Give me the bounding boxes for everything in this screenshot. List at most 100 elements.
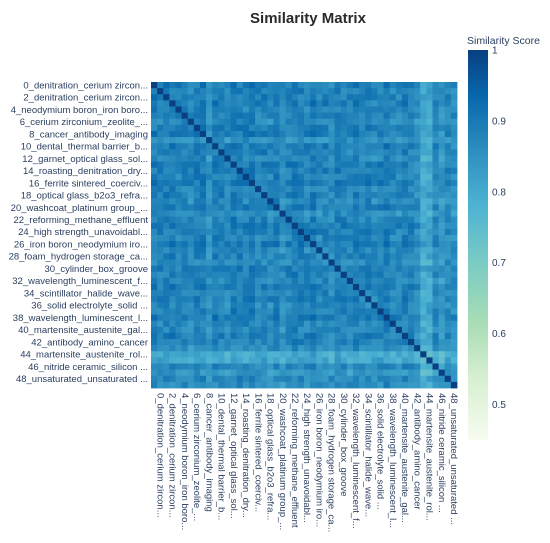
- heatmap-cell[interactable]: [340, 228, 348, 236]
- heatmap-cell[interactable]: [352, 290, 360, 297]
- heatmap-cell[interactable]: [285, 179, 293, 187]
- heatmap-cell[interactable]: [438, 351, 446, 358]
- heatmap-cell[interactable]: [444, 210, 452, 218]
- heatmap-cell[interactable]: [261, 265, 268, 273]
- heatmap-cell[interactable]: [395, 210, 403, 218]
- heatmap-cell[interactable]: [212, 124, 219, 132]
- heatmap-cell[interactable]: [181, 277, 189, 285]
- heatmap-cell[interactable]: [297, 283, 305, 291]
- heatmap-cell[interactable]: [187, 94, 195, 101]
- heatmap-cell[interactable]: [444, 228, 452, 236]
- heatmap-cell[interactable]: [352, 375, 360, 383]
- heatmap-cell[interactable]: [316, 277, 323, 285]
- heatmap-cell[interactable]: [432, 290, 440, 297]
- heatmap-cell[interactable]: [420, 314, 427, 322]
- heatmap-cell[interactable]: [279, 112, 287, 120]
- heatmap-cell[interactable]: [218, 320, 225, 328]
- heatmap-cell[interactable]: [401, 314, 409, 322]
- heatmap-cell[interactable]: [181, 173, 189, 181]
- heatmap-cell[interactable]: [212, 369, 219, 377]
- heatmap-cell[interactable]: [346, 302, 354, 309]
- heatmap-cell[interactable]: [322, 130, 329, 138]
- heatmap-cell[interactable]: [432, 112, 440, 120]
- heatmap-cell[interactable]: [273, 94, 280, 101]
- heatmap-cell[interactable]: [383, 265, 391, 273]
- heatmap-cell[interactable]: [304, 351, 311, 358]
- heatmap-cell[interactable]: [199, 118, 207, 126]
- heatmap-cell[interactable]: [316, 259, 323, 266]
- heatmap-cell[interactable]: [175, 130, 182, 138]
- heatmap-cell[interactable]: [432, 339, 440, 346]
- heatmap-cell[interactable]: [187, 253, 195, 260]
- heatmap-cell[interactable]: [151, 88, 158, 95]
- heatmap-cell[interactable]: [395, 216, 403, 224]
- heatmap-cell[interactable]: [352, 124, 360, 132]
- heatmap-cell[interactable]: [242, 155, 250, 162]
- heatmap-cell[interactable]: [297, 106, 305, 113]
- heatmap-cell[interactable]: [255, 314, 262, 322]
- heatmap-cell[interactable]: [444, 369, 452, 377]
- heatmap-cell[interactable]: [181, 143, 189, 150]
- heatmap-cell[interactable]: [328, 235, 335, 242]
- heatmap-cell[interactable]: [187, 161, 195, 169]
- heatmap-cell[interactable]: [255, 198, 262, 205]
- heatmap-cell[interactable]: [383, 173, 391, 181]
- heatmap-cell[interactable]: [169, 247, 176, 254]
- heatmap-cell[interactable]: [248, 332, 256, 340]
- heatmap-cell[interactable]: [328, 216, 335, 224]
- heatmap-cell[interactable]: [395, 296, 403, 303]
- heatmap-cell[interactable]: [334, 351, 342, 358]
- heatmap-cell[interactable]: [334, 241, 342, 248]
- heatmap-cell[interactable]: [285, 204, 293, 211]
- heatmap-cell[interactable]: [328, 130, 335, 138]
- heatmap-cell[interactable]: [310, 94, 317, 101]
- heatmap-cell[interactable]: [199, 265, 207, 273]
- heatmap-cell[interactable]: [279, 228, 287, 236]
- heatmap-cell[interactable]: [414, 130, 421, 138]
- heatmap-cell[interactable]: [438, 381, 446, 389]
- heatmap-cell[interactable]: [291, 259, 299, 266]
- heatmap-cell[interactable]: [352, 247, 360, 254]
- heatmap-cell[interactable]: [261, 137, 268, 144]
- heatmap-cell[interactable]: [420, 94, 427, 101]
- heatmap-cell[interactable]: [291, 149, 299, 156]
- heatmap-cell[interactable]: [401, 198, 409, 205]
- heatmap-cell[interactable]: [316, 235, 323, 242]
- heatmap-cell[interactable]: [371, 216, 378, 224]
- heatmap-cell[interactable]: [444, 204, 452, 211]
- heatmap-cell[interactable]: [206, 130, 213, 138]
- heatmap-cell[interactable]: [426, 265, 433, 273]
- heatmap-cell[interactable]: [273, 210, 280, 218]
- heatmap-cell[interactable]: [267, 320, 274, 328]
- heatmap-cell[interactable]: [175, 100, 182, 107]
- heatmap-cell[interactable]: [401, 210, 409, 218]
- heatmap-cell[interactable]: [273, 381, 280, 389]
- heatmap-cell[interactable]: [212, 216, 219, 224]
- heatmap-cell[interactable]: [248, 112, 256, 120]
- heatmap-cell[interactable]: [224, 106, 231, 113]
- heatmap-cell[interactable]: [426, 332, 433, 340]
- heatmap-cell[interactable]: [157, 277, 164, 285]
- heatmap-cell[interactable]: [438, 192, 446, 199]
- heatmap-cell[interactable]: [389, 369, 397, 377]
- heatmap-cell[interactable]: [334, 167, 342, 175]
- heatmap-cell[interactable]: [316, 204, 323, 211]
- heatmap-cell[interactable]: [438, 82, 446, 89]
- heatmap-cell[interactable]: [322, 179, 329, 187]
- heatmap-cell[interactable]: [261, 277, 268, 285]
- heatmap-cell[interactable]: [285, 277, 293, 285]
- heatmap-cell[interactable]: [193, 222, 201, 230]
- heatmap-cell[interactable]: [267, 186, 274, 193]
- heatmap-cell[interactable]: [193, 167, 201, 175]
- heatmap-cell[interactable]: [401, 216, 409, 224]
- heatmap-cell[interactable]: [157, 100, 164, 107]
- heatmap-cell[interactable]: [444, 277, 452, 285]
- heatmap-cell[interactable]: [371, 253, 378, 260]
- heatmap-cell[interactable]: [267, 173, 274, 181]
- heatmap-cell[interactable]: [432, 118, 440, 126]
- heatmap-cell[interactable]: [242, 149, 250, 156]
- heatmap-cell[interactable]: [352, 326, 360, 334]
- heatmap-cell[interactable]: [328, 192, 335, 199]
- heatmap-cell[interactable]: [438, 320, 446, 328]
- heatmap-cell[interactable]: [297, 167, 305, 175]
